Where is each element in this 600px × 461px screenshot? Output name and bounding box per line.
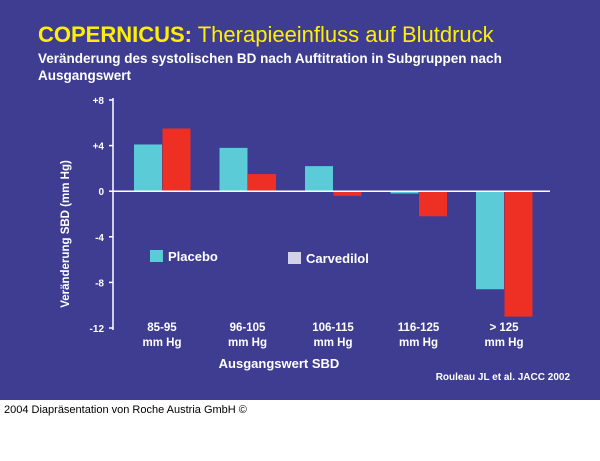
bar-carvedilol-1	[162, 128, 191, 192]
bar-carvedilol-5	[504, 191, 533, 317]
bar-placebo-5	[476, 191, 504, 290]
legend-label-carvedilol: Carvedilol	[306, 251, 369, 266]
title-topic: Therapieeinfluss auf Blutdruck	[197, 22, 494, 47]
x-axis-title: Ausgangswert SBD	[219, 356, 340, 371]
legend-swatch-carvedilol	[288, 252, 301, 264]
x-category-label: 85-95 mm Hg	[143, 322, 182, 349]
x-category-label: > 125 mm Hg	[485, 322, 524, 349]
y-tick-label: +4	[93, 142, 105, 153]
y-tick-label: +8	[93, 96, 105, 107]
footer-copyright: 2004 Diapräsentation von Roche Austria G…	[4, 404, 247, 416]
bar-placebo-3	[305, 166, 333, 192]
citation: Rouleau JL et al. JACC 2002	[435, 372, 570, 383]
y-tick-label: -8	[95, 278, 104, 289]
bar-placebo-4	[390, 191, 419, 194]
title-study-name: COPERNICUS:	[38, 22, 193, 47]
legend-swatch-placebo	[150, 250, 163, 262]
x-category-label: 106-115 mm Hg	[312, 322, 354, 349]
slide-subtitle: Veränderung des systolischen BD nach Auf…	[38, 51, 502, 83]
x-category-label: 116-125 mm Hg	[398, 322, 440, 349]
bar-carvedilol-2	[248, 174, 276, 192]
y-axis-title: Veränderung SBD (mm Hg)	[60, 160, 72, 308]
y-tick-label: 0	[98, 187, 104, 198]
bar-chart: +8 +4 0 -4 -8 -12 85-95 mm Hg 96-105 mm Hg 106-115…	[60, 96, 550, 371]
slide-title: COPERNICUS: Therapieeinfluss auf Blutdru…	[38, 22, 494, 48]
y-tick-label: -12	[90, 324, 105, 335]
bar-carvedilol-3	[333, 191, 362, 196]
bar-placebo-1	[134, 144, 162, 192]
legend-label-placebo: Placebo	[168, 249, 218, 264]
slide: COPERNICUS: Therapieeinfluss auf Blutdru…	[0, 0, 600, 400]
y-tick-label: -4	[95, 233, 104, 244]
bar-placebo-2	[219, 147, 248, 192]
x-category-label: 96-105 mm Hg	[228, 322, 267, 349]
bar-carvedilol-4	[419, 191, 447, 217]
